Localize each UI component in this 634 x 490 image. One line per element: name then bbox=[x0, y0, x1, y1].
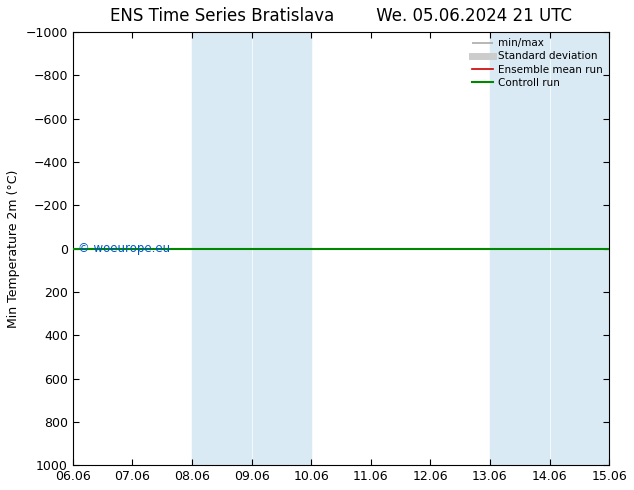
Legend: min/max, Standard deviation, Ensemble mean run, Controll run: min/max, Standard deviation, Ensemble me… bbox=[468, 34, 607, 92]
Y-axis label: Min Temperature 2m (°C): Min Temperature 2m (°C) bbox=[7, 170, 20, 328]
Bar bbox=[490, 32, 609, 465]
Text: © woeurope.eu: © woeurope.eu bbox=[78, 242, 170, 255]
Bar bbox=[192, 32, 311, 465]
Title: ENS Time Series Bratislava        We. 05.06.2024 21 UTC: ENS Time Series Bratislava We. 05.06.202… bbox=[110, 7, 572, 25]
